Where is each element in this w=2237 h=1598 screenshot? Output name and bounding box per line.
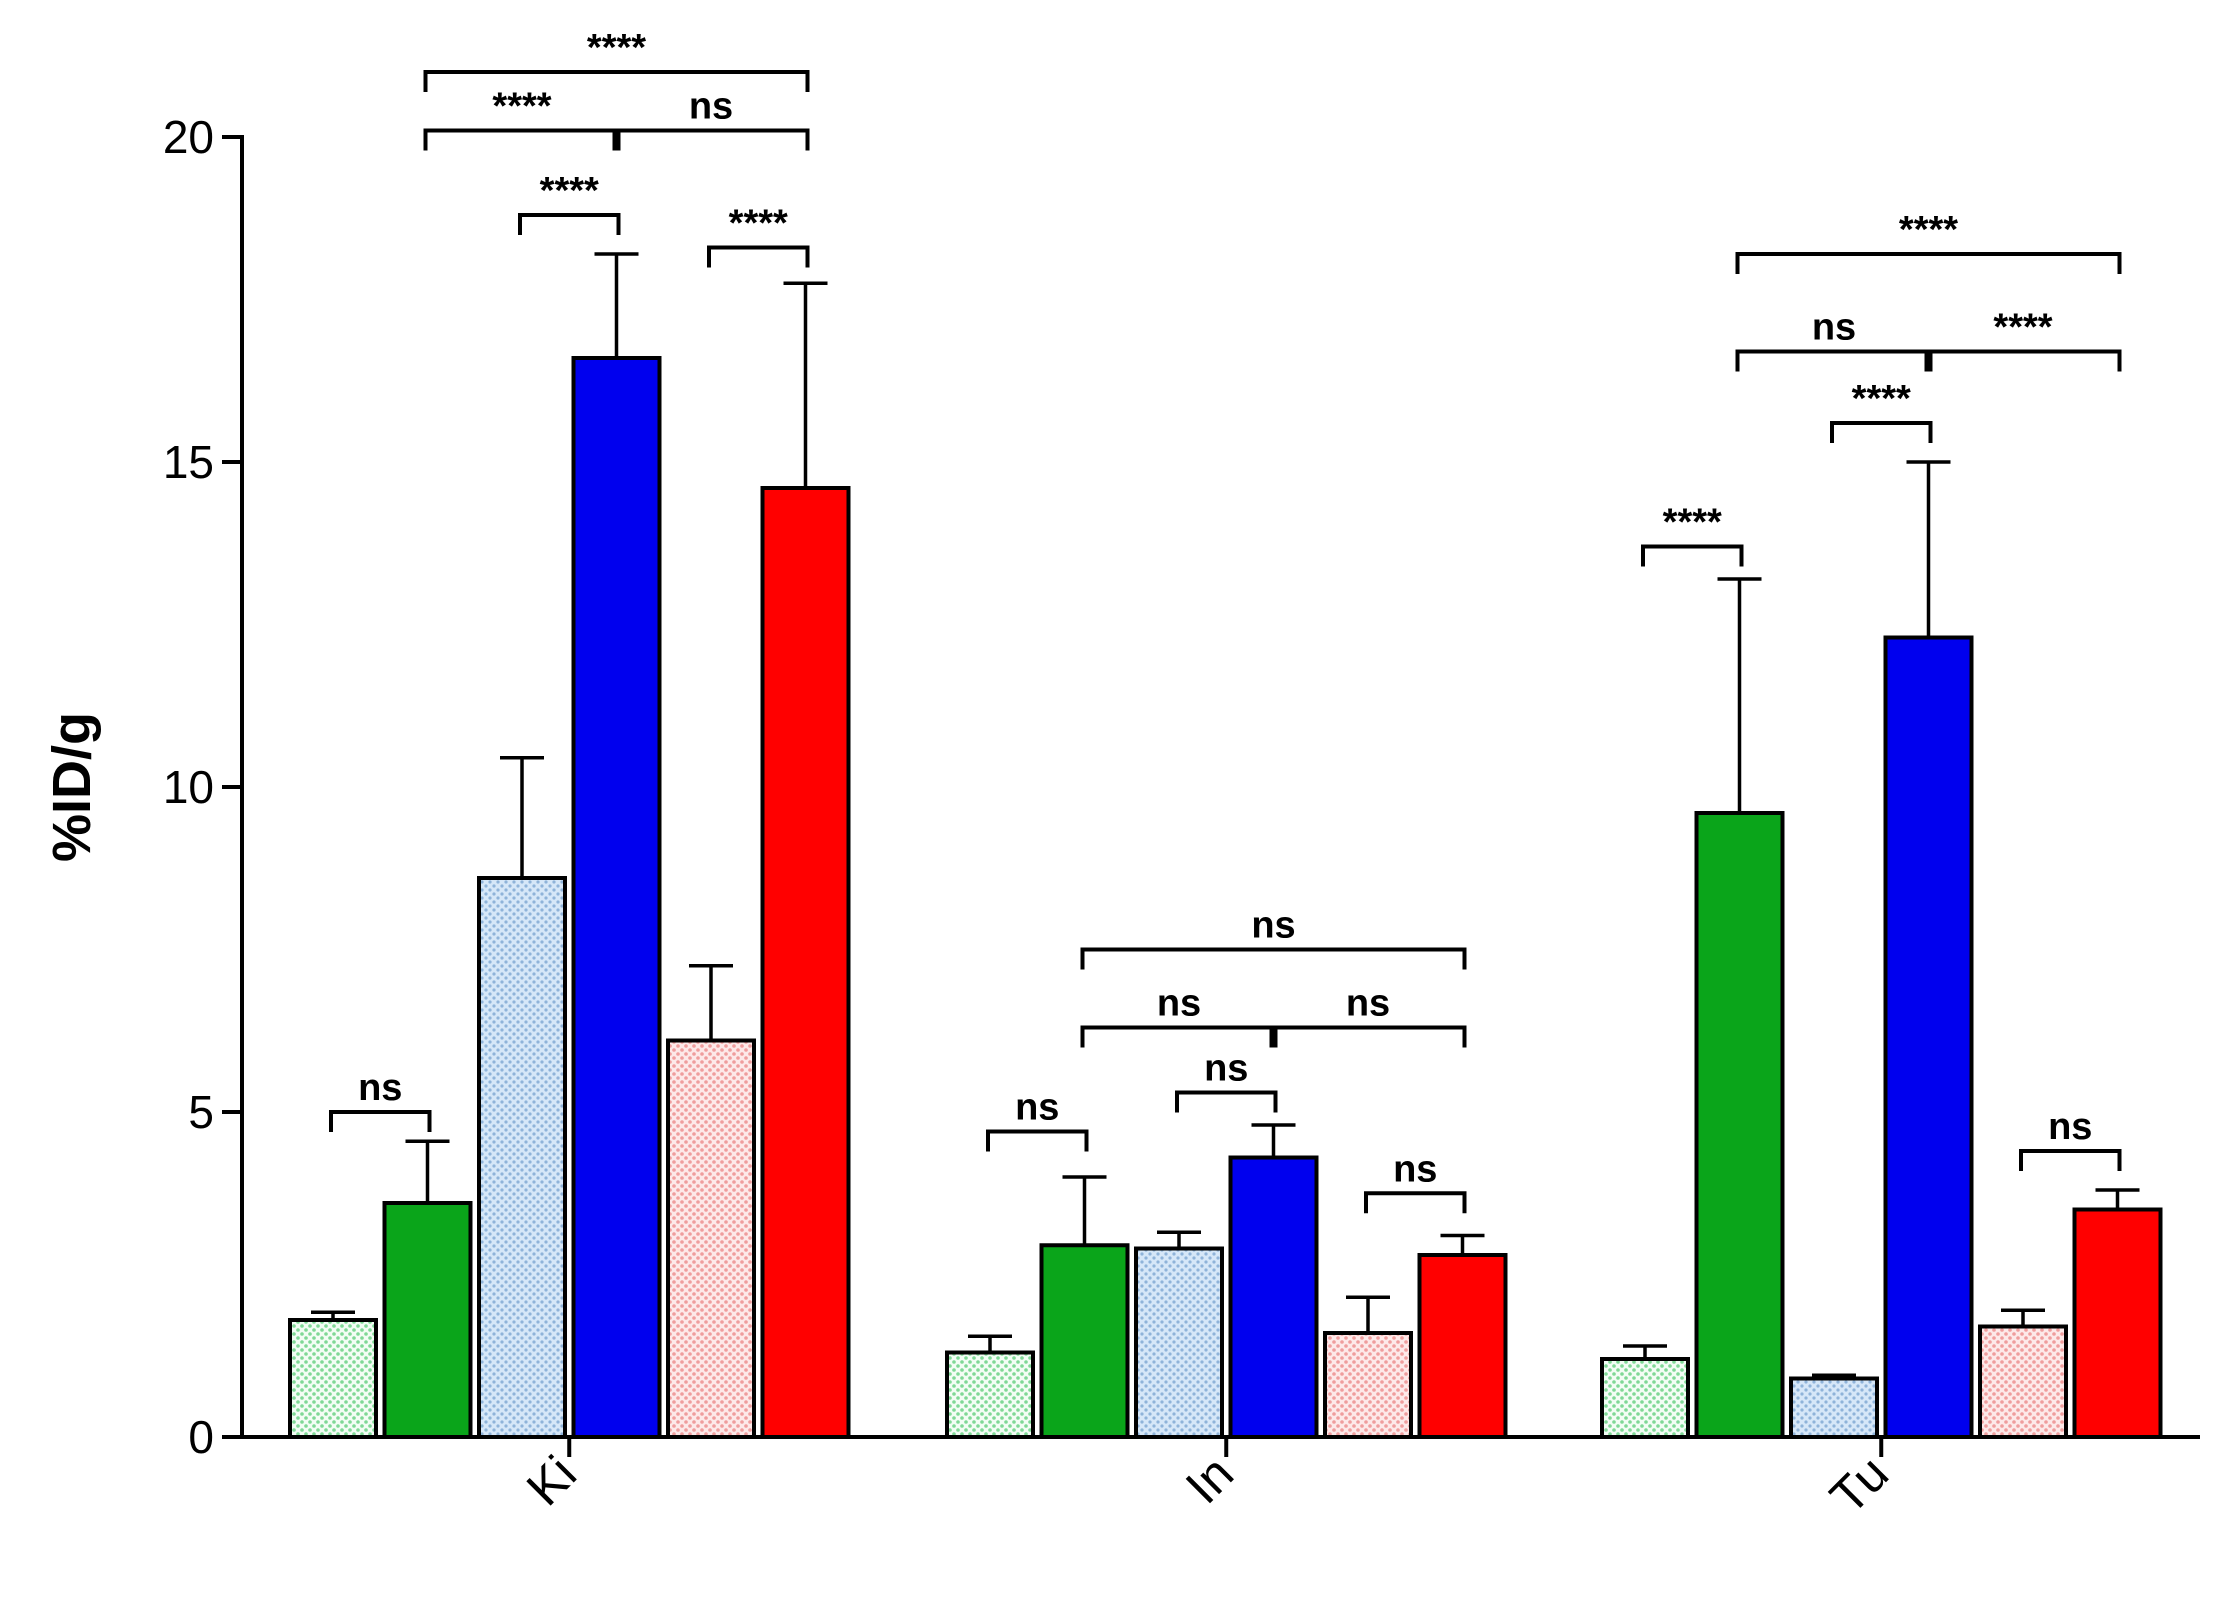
sig-bracket-ki-1-5 (423, 70, 810, 92)
y-tick-label-5: 5 (188, 1086, 214, 1138)
sig-label-ki-0-1: ns (358, 1067, 402, 1109)
bar-ki-series-5 (666, 1038, 756, 1439)
sig-bracket-tu-3-5 (1924, 349, 2122, 372)
bar-ki-series-1 (288, 1318, 378, 1439)
sig-label-in-1-5: ns (1251, 905, 1295, 947)
category-label-ki: Ki (516, 1445, 587, 1516)
sig-bracket-tu-1-5 (1735, 252, 2122, 274)
sig-bracket-ki-1-3 (423, 128, 621, 151)
sig-bracket-in-4-5 (1364, 1191, 1467, 1214)
bar-ki-series-6 (760, 486, 851, 1439)
sig-bracket-in-1-5 (1080, 947, 1467, 970)
sig-label-tu-0-1: **** (1663, 502, 1722, 544)
sig-label-ki-4-5: **** (729, 203, 788, 245)
sig-bracket-ki-3-5 (612, 128, 810, 151)
sig-bracket-ki-4-5 (707, 245, 810, 268)
bar-in-series-5 (1323, 1331, 1413, 1439)
y-axis-title: %ID/g (42, 712, 102, 862)
sig-bracket-tu-0-1 (1641, 544, 1744, 567)
sig-label-in-1-3: ns (1157, 983, 1201, 1025)
bar-tu-series-6 (2072, 1207, 2163, 1439)
sig-label-tu-3-5: **** (1993, 307, 2052, 349)
y-tick-label-0: 0 (188, 1411, 214, 1463)
y-tick-label-20: 20 (163, 111, 214, 163)
sig-bracket-tu-2-3 (1830, 421, 1933, 443)
bar-tu-series-1 (1600, 1357, 1690, 1439)
sig-bracket-in-2-3 (1175, 1090, 1278, 1113)
sig-bracket-ki-0-1 (329, 1110, 432, 1132)
category-label-tu: Tu (1819, 1445, 1899, 1525)
bar-in-series-3 (1134, 1246, 1224, 1439)
category-label-in: In (1175, 1445, 1244, 1514)
axis-labels: 0 5 10 15 20 Ki In Tu %ID/g (42, 111, 1899, 1525)
bar-in-series-2 (1039, 1243, 1130, 1439)
sig-label-tu-1-3: ns (1812, 307, 1856, 349)
sig-bracket-tu-4-5 (2019, 1149, 2122, 1171)
sig-label-ki-1-5: **** (587, 27, 646, 69)
sig-label-ki-1-3: **** (492, 86, 551, 128)
bar-ki-series-4 (571, 356, 662, 1439)
sig-bracket-in-1-3 (1080, 1025, 1278, 1048)
sig-label-tu-4-5: ns (2048, 1106, 2092, 1148)
sig-bracket-in-3-5 (1269, 1025, 1467, 1048)
bar-in-series-4 (1228, 1155, 1319, 1439)
axes (222, 135, 2200, 1457)
bar-in-series-1 (945, 1350, 1035, 1439)
sig-label-ki-2-3: **** (540, 170, 599, 212)
bar-tu-series-4 (1883, 635, 1974, 1439)
sig-label-in-2-3: ns (1204, 1048, 1248, 1090)
bars (288, 356, 2163, 1439)
sig-bracket-in-0-1 (986, 1129, 1089, 1152)
sig-label-tu-2-3: **** (1852, 378, 1911, 420)
sig-bracket-tu-1-3 (1735, 349, 1933, 372)
bar-ki-series-2 (382, 1201, 473, 1439)
bar-ki-series-3 (477, 876, 567, 1439)
sig-label-in-4-5: ns (1393, 1148, 1437, 1190)
sig-label-tu-1-5: **** (1899, 209, 1958, 251)
sig-label-in-3-5: ns (1346, 983, 1390, 1025)
error-bars (311, 252, 2140, 1379)
bar-tu-series-5 (1978, 1324, 2068, 1439)
y-tick-label-10: 10 (163, 761, 214, 813)
y-tick-label-15: 15 (163, 436, 214, 488)
sig-label-ki-3-5: ns (689, 86, 733, 128)
bar-tu-series-2 (1694, 811, 1785, 1439)
bar-tu-series-3 (1789, 1376, 1879, 1439)
sig-label-in-0-1: ns (1015, 1087, 1059, 1129)
sig-bracket-ki-2-3 (518, 213, 621, 235)
bar-in-series-6 (1417, 1253, 1508, 1439)
